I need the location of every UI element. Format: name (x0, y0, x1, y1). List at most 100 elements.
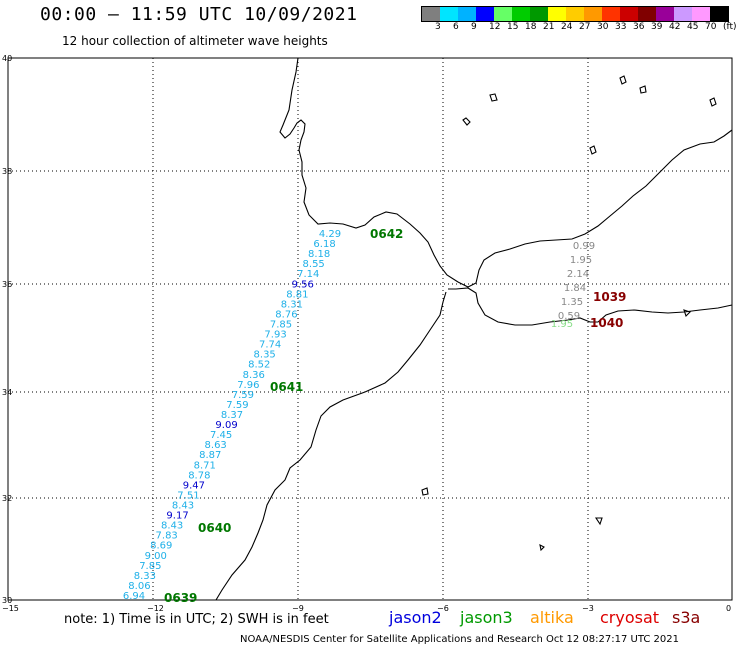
coast-iberia (279, 57, 733, 288)
coast-island-4 (709, 97, 717, 107)
legend-swatch (530, 7, 548, 21)
legend-label: 70 (705, 22, 717, 32)
lon-label: −3 (582, 604, 594, 613)
swh-value: 8.76 (275, 309, 297, 320)
swh-value: 2.14 (567, 269, 589, 280)
swh-value: 1.84 (564, 283, 586, 294)
legend-swatch (548, 7, 566, 21)
lat-label: 32 (2, 494, 12, 503)
swh-value: 9.09 (215, 420, 237, 431)
swh-value: 7.93 (264, 330, 286, 341)
swh-value: 8.71 (194, 460, 216, 471)
legend-label: 9 (471, 22, 477, 32)
lon-label: −15 (2, 604, 19, 613)
swh-value: 9.17 (166, 511, 188, 522)
coast-island-8 (594, 517, 603, 526)
track-time: 0642 (370, 227, 403, 241)
legend-swatch (620, 7, 638, 21)
swh-value: 8.31 (281, 299, 303, 310)
swh-value: 7.51 (177, 490, 199, 501)
legend-swatch (638, 7, 656, 21)
swh-value: 8.18 (308, 249, 330, 260)
swh-value: 9.00 (145, 551, 167, 562)
swh-value: 6.18 (313, 239, 335, 250)
legend-swatch (494, 7, 512, 21)
coast-island-3 (639, 85, 647, 94)
legend-swatch (710, 7, 728, 21)
track-time: 0640 (198, 521, 231, 535)
footer-note: note: 1) Time is in UTC; 2) SWH is in fe… (64, 612, 329, 627)
legend-label: 30 (597, 22, 609, 32)
swh-value: 8.43 (161, 521, 183, 532)
legend-swatch (440, 7, 458, 21)
swh-value: 8.43 (172, 501, 194, 512)
legend-label: 45 (687, 22, 699, 32)
swh-value: 8.69 (150, 541, 172, 552)
coast-island-1 (462, 117, 471, 126)
coast-island-2 (619, 75, 627, 85)
legend-swatch (692, 7, 710, 21)
map-title: 00:00 – 11:59 UTC 10/09/2021 (40, 4, 358, 25)
satellite-cryosat: cryosat (600, 608, 660, 627)
legend-swatch (656, 7, 674, 21)
lon-label: −12 (147, 604, 164, 613)
legend-swatch (512, 7, 530, 21)
legend-label: 42 (669, 22, 681, 32)
lon-label: −9 (292, 604, 304, 613)
legend-label: 24 (561, 22, 573, 32)
coastline (215, 57, 733, 601)
track-time: 1040 (590, 316, 623, 330)
swh-value: 7.85 (270, 320, 292, 331)
swh-value: 8.55 (303, 259, 325, 270)
lat-label: 30 (2, 596, 12, 605)
credit-line: NOAA/NESDIS Center for Satellite Applica… (240, 634, 679, 645)
coast-africa (448, 287, 733, 326)
swh-value: 8.06 (128, 581, 150, 592)
legend-label: 3 (435, 22, 441, 32)
swh-value: 8.52 (248, 360, 270, 371)
coast-island-9 (489, 93, 498, 102)
legend-label: 18 (525, 22, 537, 32)
legend-label: 39 (651, 22, 663, 32)
lon-label: 0 (726, 604, 731, 613)
color-scale-legend (421, 6, 729, 22)
coast-island-7 (421, 487, 429, 496)
coast-island-10 (539, 544, 545, 552)
legend-swatch (566, 7, 584, 21)
coast-island-5 (683, 309, 692, 318)
swh-value: 7.45 (210, 430, 232, 441)
swh-value: 7.96 (237, 380, 259, 391)
swh-value: 7.83 (156, 531, 178, 542)
legend-label: 15 (507, 22, 519, 32)
swh-value: 8.35 (254, 350, 276, 361)
track-time: 0639 (164, 591, 197, 605)
swh-value: 7.59 (232, 390, 254, 401)
swh-value: 7.14 (297, 269, 319, 280)
lon-label: −6 (437, 604, 449, 613)
swh-value: 1.35 (561, 297, 583, 308)
satellite-altika: altika (530, 608, 574, 627)
map-subtitle: 12 hour collection of altimeter wave hei… (62, 34, 328, 48)
swh-value: 8.36 (243, 370, 265, 381)
legend-label: 21 (543, 22, 555, 32)
satellite-s3a: s3a (672, 608, 701, 627)
track-time: 0641 (270, 380, 303, 394)
swh-value: 8.33 (134, 571, 156, 582)
swh-value: 4.29 (319, 229, 341, 240)
coast-morocco-atlantic (215, 291, 447, 601)
legend-swatch (674, 7, 692, 21)
legend-swatch (458, 7, 476, 21)
legend-label: 6 (453, 22, 459, 32)
legend-swatch (602, 7, 620, 21)
swh-value: 8.81 (286, 289, 308, 300)
swh-value: 8.78 (188, 470, 210, 481)
swh-value: 7.85 (139, 561, 161, 572)
swh-value: 0.59 (558, 311, 580, 322)
swh-value: 9.47 (183, 480, 205, 491)
altimeter-track-labels: 4.296.188.188.557.149.568.818.318.767.85… (123, 227, 627, 605)
legend-swatch (584, 7, 602, 21)
swh-value: 1.95 (570, 255, 592, 266)
swh-value: 8.37 (221, 410, 243, 421)
track-time: 1039 (593, 290, 626, 304)
satellite-jason2: jason2 (389, 608, 442, 627)
